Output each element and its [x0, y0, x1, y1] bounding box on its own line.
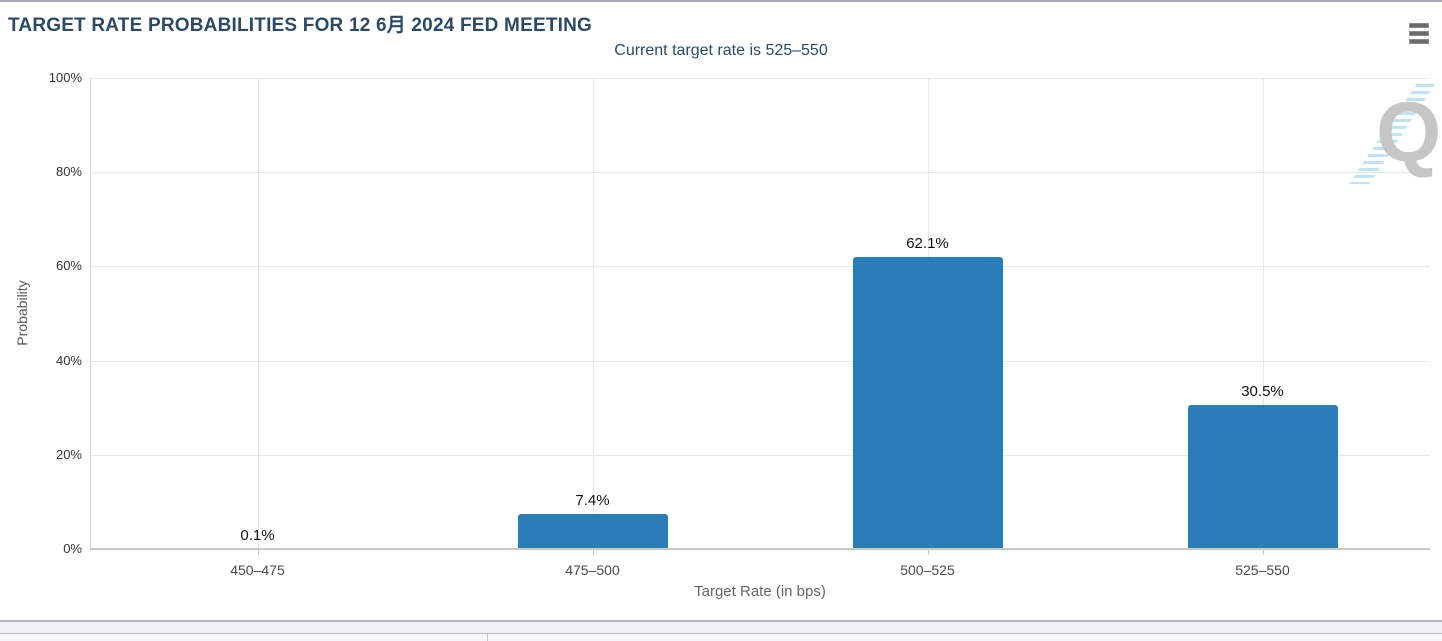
y-gridline	[90, 78, 1430, 79]
bar-data-label: 30.5%	[1241, 383, 1284, 401]
x-gridline	[257, 78, 259, 549]
y-gridline	[90, 454, 1430, 456]
bottom-band	[0, 622, 1442, 633]
bottom-divider-line-2	[0, 633, 1442, 634]
y-gridline	[90, 360, 1430, 362]
x-category-label: 500–525	[900, 562, 955, 578]
x-gridline	[1262, 78, 1264, 549]
x-axis-tick	[257, 549, 259, 555]
y-gridline	[90, 172, 1430, 174]
chart-title: TARGET RATE PROBABILITIES FOR 12 6月 2024…	[8, 15, 592, 36]
plot-area: 0.1% 7.4% 62.1% 30.5%	[90, 78, 1430, 550]
hamburger-icon	[1409, 23, 1429, 28]
x-category-label: 475–500	[565, 562, 620, 578]
x-axis-tick	[927, 549, 929, 555]
bottom-panel-edge	[0, 634, 1442, 641]
bar-data-label: 62.1%	[906, 234, 949, 252]
x-axis-title: Target Rate (in bps)	[694, 583, 826, 600]
x-axis-tick	[1262, 549, 1264, 555]
hamburger-icon	[1409, 31, 1429, 36]
probability-bar[interactable]	[852, 256, 1003, 549]
hamburger-icon	[1409, 39, 1429, 44]
y-tick-label: 40%	[55, 352, 82, 368]
x-axis-tick	[592, 549, 594, 555]
bottom-divider-line	[0, 620, 1442, 622]
y-tick-label: 20%	[55, 446, 82, 462]
y-tick-label: 80%	[55, 164, 82, 180]
y-tick-label: 0%	[63, 541, 82, 556]
probability-bar[interactable]	[517, 514, 668, 549]
y-tick-label: 100%	[48, 70, 82, 85]
y-axis-title: Probability	[14, 280, 30, 346]
bar-data-label: 0.1%	[240, 526, 275, 544]
chart-subtitle: Current target rate is 525–550	[614, 42, 828, 59]
x-axis-line	[90, 548, 1430, 550]
chart-context-menu-button[interactable]	[1406, 21, 1432, 46]
top-border	[0, 0, 1442, 2]
x-category-label: 525–550	[1235, 562, 1290, 578]
x-gridline	[592, 78, 594, 549]
y-axis-line	[90, 78, 91, 549]
bottom-panel-column-divider	[487, 634, 488, 641]
y-gridline	[90, 266, 1430, 268]
x-category-label: 450–475	[230, 562, 285, 578]
probability-bar[interactable]	[1187, 405, 1338, 549]
bar-data-label: 7.4%	[575, 492, 610, 510]
y-tick-label: 60%	[55, 258, 82, 274]
